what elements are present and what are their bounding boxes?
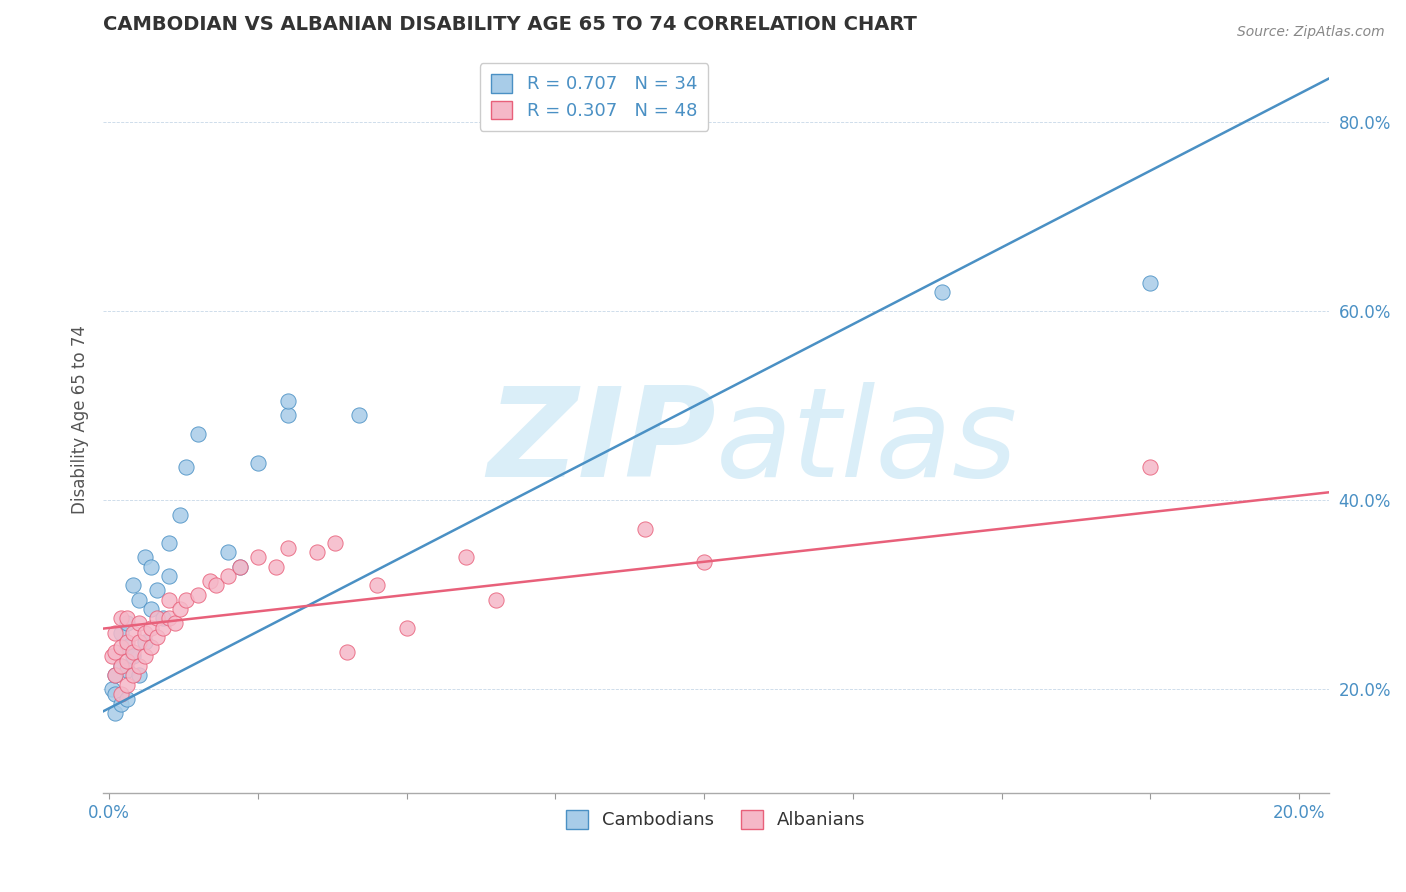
- Point: [176, 592, 198, 607]
- Point: [134, 625, 156, 640]
- Point: [169, 602, 191, 616]
- Point: [134, 635, 156, 649]
- Point: [277, 409, 299, 423]
- Point: [122, 644, 145, 658]
- Point: [128, 616, 150, 631]
- Point: [152, 621, 174, 635]
- Point: [246, 550, 269, 565]
- Point: [187, 588, 209, 602]
- Point: [122, 649, 145, 664]
- Point: [336, 644, 359, 658]
- Point: [122, 668, 145, 682]
- Point: [163, 616, 186, 631]
- Point: [101, 649, 124, 664]
- Legend: Cambodians, Albanians: Cambodians, Albanians: [558, 803, 873, 837]
- Point: [115, 691, 138, 706]
- Point: [110, 611, 132, 625]
- Point: [307, 545, 329, 559]
- Point: [200, 574, 222, 588]
- Point: [366, 578, 388, 592]
- Point: [139, 602, 162, 616]
- Point: [115, 616, 138, 631]
- Point: [145, 583, 167, 598]
- Point: [277, 541, 299, 555]
- Point: [145, 611, 167, 625]
- Point: [122, 625, 145, 640]
- Point: [139, 621, 162, 635]
- Point: [157, 592, 180, 607]
- Point: [110, 658, 132, 673]
- Point: [104, 668, 127, 682]
- Point: [110, 640, 132, 654]
- Point: [110, 625, 132, 640]
- Point: [110, 687, 132, 701]
- Point: [157, 536, 180, 550]
- Point: [264, 559, 287, 574]
- Point: [110, 697, 132, 711]
- Y-axis label: Disability Age 65 to 74: Disability Age 65 to 74: [72, 326, 89, 515]
- Point: [104, 644, 127, 658]
- Point: [104, 625, 127, 640]
- Point: [187, 427, 209, 442]
- Point: [1139, 276, 1161, 290]
- Point: [229, 559, 252, 574]
- Point: [485, 592, 508, 607]
- Point: [104, 687, 127, 701]
- Point: [205, 578, 228, 592]
- Point: [115, 678, 138, 692]
- Point: [1139, 460, 1161, 475]
- Point: [277, 394, 299, 409]
- Point: [128, 668, 150, 682]
- Point: [395, 621, 418, 635]
- Point: [128, 658, 150, 673]
- Point: [115, 635, 138, 649]
- Point: [104, 706, 127, 720]
- Point: [246, 456, 269, 470]
- Point: [229, 559, 252, 574]
- Point: [101, 682, 124, 697]
- Point: [139, 559, 162, 574]
- Point: [134, 649, 156, 664]
- Point: [169, 508, 191, 522]
- Point: [633, 522, 655, 536]
- Point: [115, 611, 138, 625]
- Point: [931, 285, 953, 300]
- Point: [152, 611, 174, 625]
- Point: [122, 578, 145, 592]
- Point: [104, 668, 127, 682]
- Point: [115, 640, 138, 654]
- Point: [454, 550, 477, 565]
- Point: [217, 545, 239, 559]
- Point: [139, 640, 162, 654]
- Point: [115, 664, 138, 678]
- Point: [176, 460, 198, 475]
- Point: [145, 631, 167, 645]
- Text: atlas: atlas: [716, 382, 1018, 503]
- Point: [217, 569, 239, 583]
- Point: [693, 555, 716, 569]
- Point: [128, 592, 150, 607]
- Point: [110, 658, 132, 673]
- Text: Source: ZipAtlas.com: Source: ZipAtlas.com: [1237, 25, 1385, 39]
- Text: CAMBODIAN VS ALBANIAN DISABILITY AGE 65 TO 74 CORRELATION CHART: CAMBODIAN VS ALBANIAN DISABILITY AGE 65 …: [103, 15, 917, 34]
- Point: [134, 550, 156, 565]
- Point: [157, 611, 180, 625]
- Text: ZIP: ZIP: [488, 382, 716, 503]
- Point: [115, 654, 138, 668]
- Point: [323, 536, 346, 550]
- Point: [347, 409, 370, 423]
- Point: [157, 569, 180, 583]
- Point: [128, 635, 150, 649]
